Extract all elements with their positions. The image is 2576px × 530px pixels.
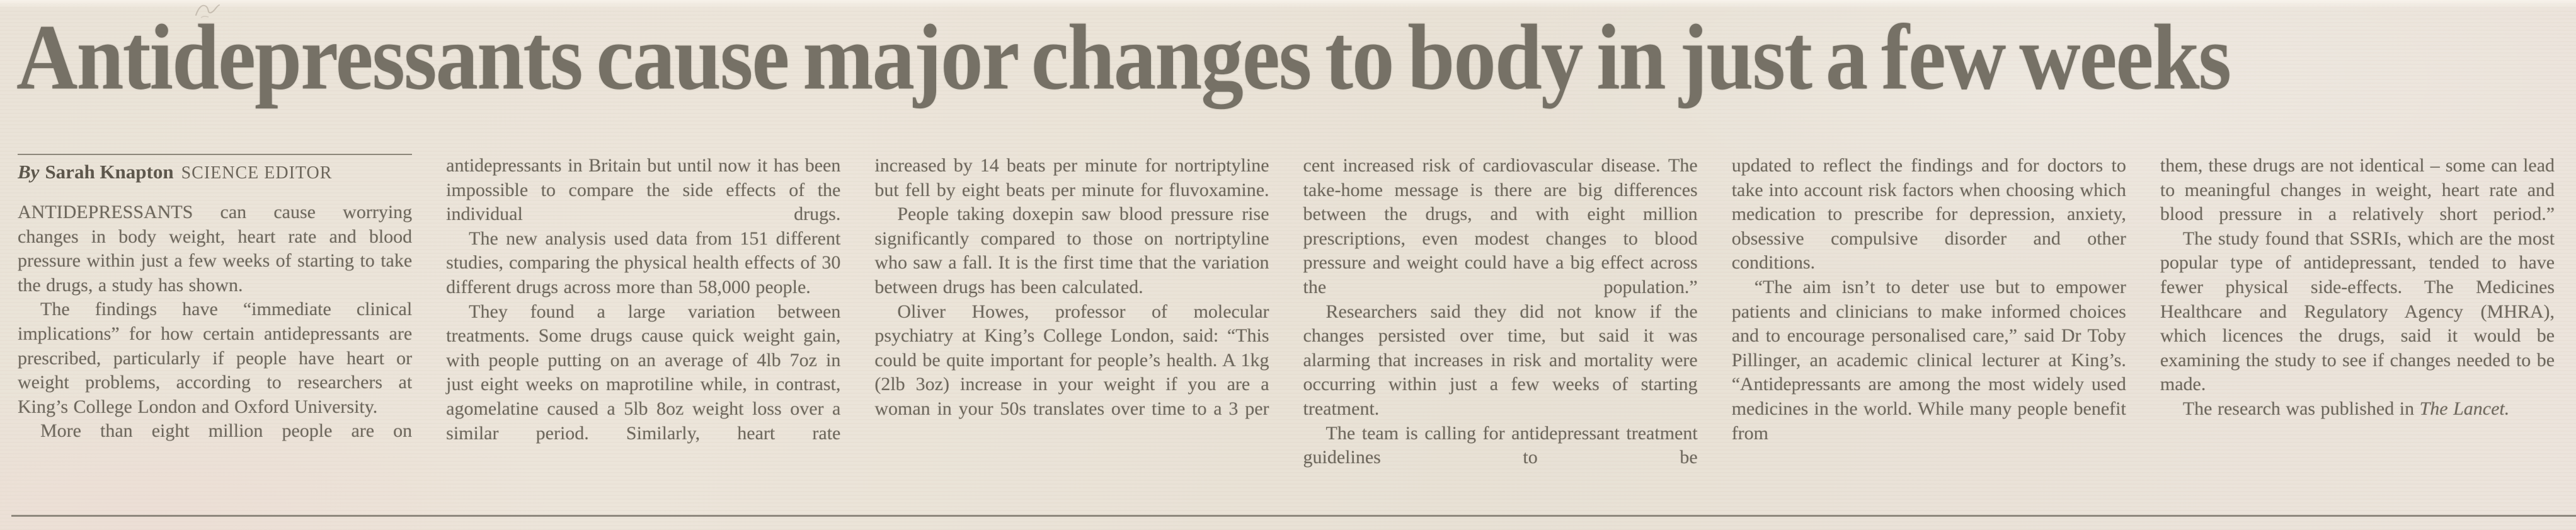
paragraph: The study found that SSRIs, which are th… [2160,228,2555,395]
column-2: antidepressants in Britain but until now… [446,154,840,510]
paragraph: The new analysis used data from 151 diff… [446,228,841,297]
byline: By Sarah Knapton SCIENCE EDITOR [18,154,413,183]
column-1: By Sarah Knapton SCIENCE EDITOR ANTIDEPRES… [18,154,413,510]
article-body: By Sarah Knapton SCIENCE EDITOR ANTIDEPRES… [18,154,2555,510]
paragraph: Researchers said they did not know if th… [1303,301,1698,419]
paragraph: They found a large variation between tre… [446,301,841,444]
paragraph-text: The research was published in [2182,398,2420,419]
pencil-annotation-mark [195,4,220,18]
paragraph: The research was published in The Lancet… [2160,397,2555,422]
paragraph: cent increased risk of cardiovascular di… [1303,155,1698,297]
paragraph: updated to reflect the findings and for … [1731,155,2126,274]
column-4: cent increased risk of cardiovascular di… [1303,154,1698,510]
publication-name: The Lancet. [2419,398,2510,419]
paragraph: “The aim isn’t to deter use but to empow… [1731,276,2126,444]
byline-author: Sarah Knapton [45,161,174,183]
paragraph: Oliver Howes, professor of molecular psy… [874,301,1269,419]
paragraph: The team is calling for antidepressant t… [1303,422,1698,468]
paragraph: antidepressants in Britain but until now… [446,155,841,225]
paragraph: More than eight million people are on [40,420,413,442]
article-headline: Antidepressants cause major changes to b… [16,6,2231,110]
byline-by: By [18,161,40,183]
paragraph: increased by 14 beats per minute for nor… [874,155,1269,200]
byline-role: SCIENCE EDITOR [181,163,333,183]
column-6: them, these drugs are not identical – so… [2160,154,2555,510]
paragraph: ANTIDEPRESSANTS can cause worrying chang… [18,202,413,296]
paragraph: People taking doxepin saw blood pressure… [874,204,1269,297]
column-3: increased by 14 beats per minute for nor… [874,154,1269,510]
column-5: updated to reflect the findings and for … [1732,154,2126,510]
paragraph: them, these drugs are not identical – so… [2160,155,2555,225]
bottom-rule [11,515,2576,517]
paragraph: The findings have “immediate clinical im… [18,299,413,417]
